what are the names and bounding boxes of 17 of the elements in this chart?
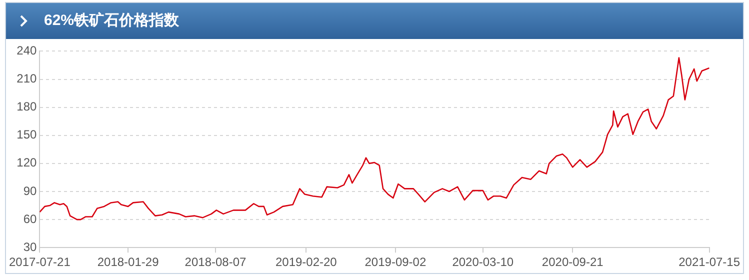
y-tick-label: 60: [23, 212, 38, 226]
x-tick-label: 2018-08-07: [184, 255, 247, 270]
y-tick-label: 150: [16, 128, 38, 142]
y-tick-label: 180: [16, 100, 38, 114]
y-tick-label: 210: [16, 72, 38, 86]
y-tick-label: 30: [23, 240, 38, 254]
x-tick-label: 2020-03-10: [452, 255, 514, 270]
x-tick-label: 2021-07-15: [678, 255, 740, 270]
chart-title: 62%铁矿石价格指数: [44, 11, 180, 31]
y-tick-label: 240: [16, 44, 38, 58]
y-tick-label: 120: [16, 156, 38, 170]
x-tick-label: 2020-09-21: [542, 255, 604, 270]
x-tick-label: 2019-09-02: [364, 255, 426, 270]
x-tick-label: 2019-02-20: [275, 255, 338, 270]
x-tick-label: 2017-07-21: [8, 255, 71, 270]
y-tick-label: 90: [23, 184, 38, 198]
x-tick-label: 2018-01-29: [97, 255, 160, 270]
